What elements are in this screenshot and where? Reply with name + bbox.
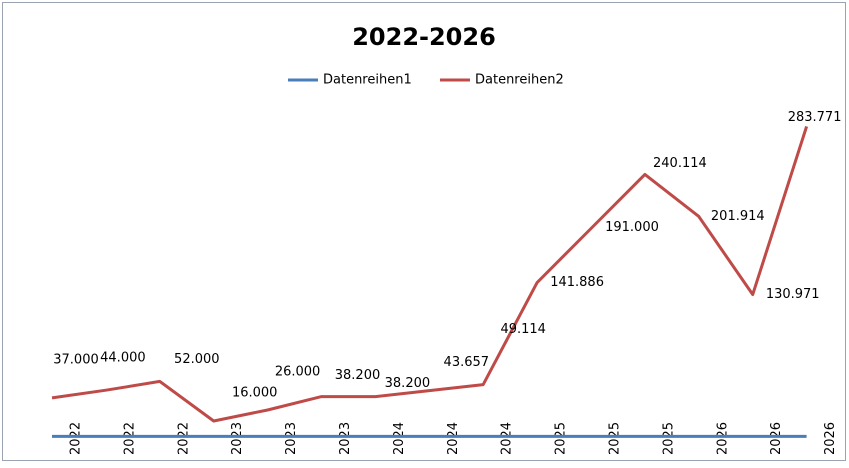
x-tick-label: 2023 (230, 422, 245, 455)
data-label: 49.114 (500, 322, 546, 337)
x-tick-label: 2023 (338, 422, 353, 455)
data-label: 191.000 (605, 220, 659, 235)
data-label: 43.657 (444, 355, 490, 370)
x-tick-label: 2024 (392, 422, 407, 455)
data-label: 52.000 (174, 352, 220, 367)
data-label: 141.886 (550, 275, 604, 290)
data-label: 37.000 (53, 352, 99, 367)
x-tick-label: 2024 (446, 422, 461, 455)
data-label: 38.200 (385, 376, 431, 391)
x-tick-label: 2025 (608, 422, 623, 455)
x-tick-label: 2026 (823, 422, 838, 455)
x-tick-label: 2026 (769, 422, 784, 455)
data-label: 130.971 (766, 287, 820, 302)
data-label: 26.000 (275, 365, 321, 380)
data-label: 38.200 (335, 368, 381, 383)
data-label: 240.114 (653, 156, 707, 171)
data-label: 16.000 (232, 386, 278, 401)
legend-label: Datenreihen2 (475, 73, 564, 88)
x-tick-label: 2026 (715, 422, 730, 455)
x-tick-label: 2022 (69, 422, 84, 455)
legend-label: Datenreihen1 (323, 73, 412, 88)
x-tick-label: 2022 (122, 422, 137, 455)
chart-title: 2022-2026 (352, 23, 496, 51)
x-tick-label: 2025 (554, 422, 569, 455)
data-label: 283.771 (788, 110, 842, 125)
x-tick-label: 2025 (661, 422, 676, 455)
data-label: 201.914 (711, 209, 765, 224)
x-tick-label: 2023 (284, 422, 299, 455)
x-tick-label: 2022 (176, 422, 191, 455)
data-label: 44.000 (100, 351, 146, 366)
x-tick-label: 2024 (500, 422, 515, 455)
